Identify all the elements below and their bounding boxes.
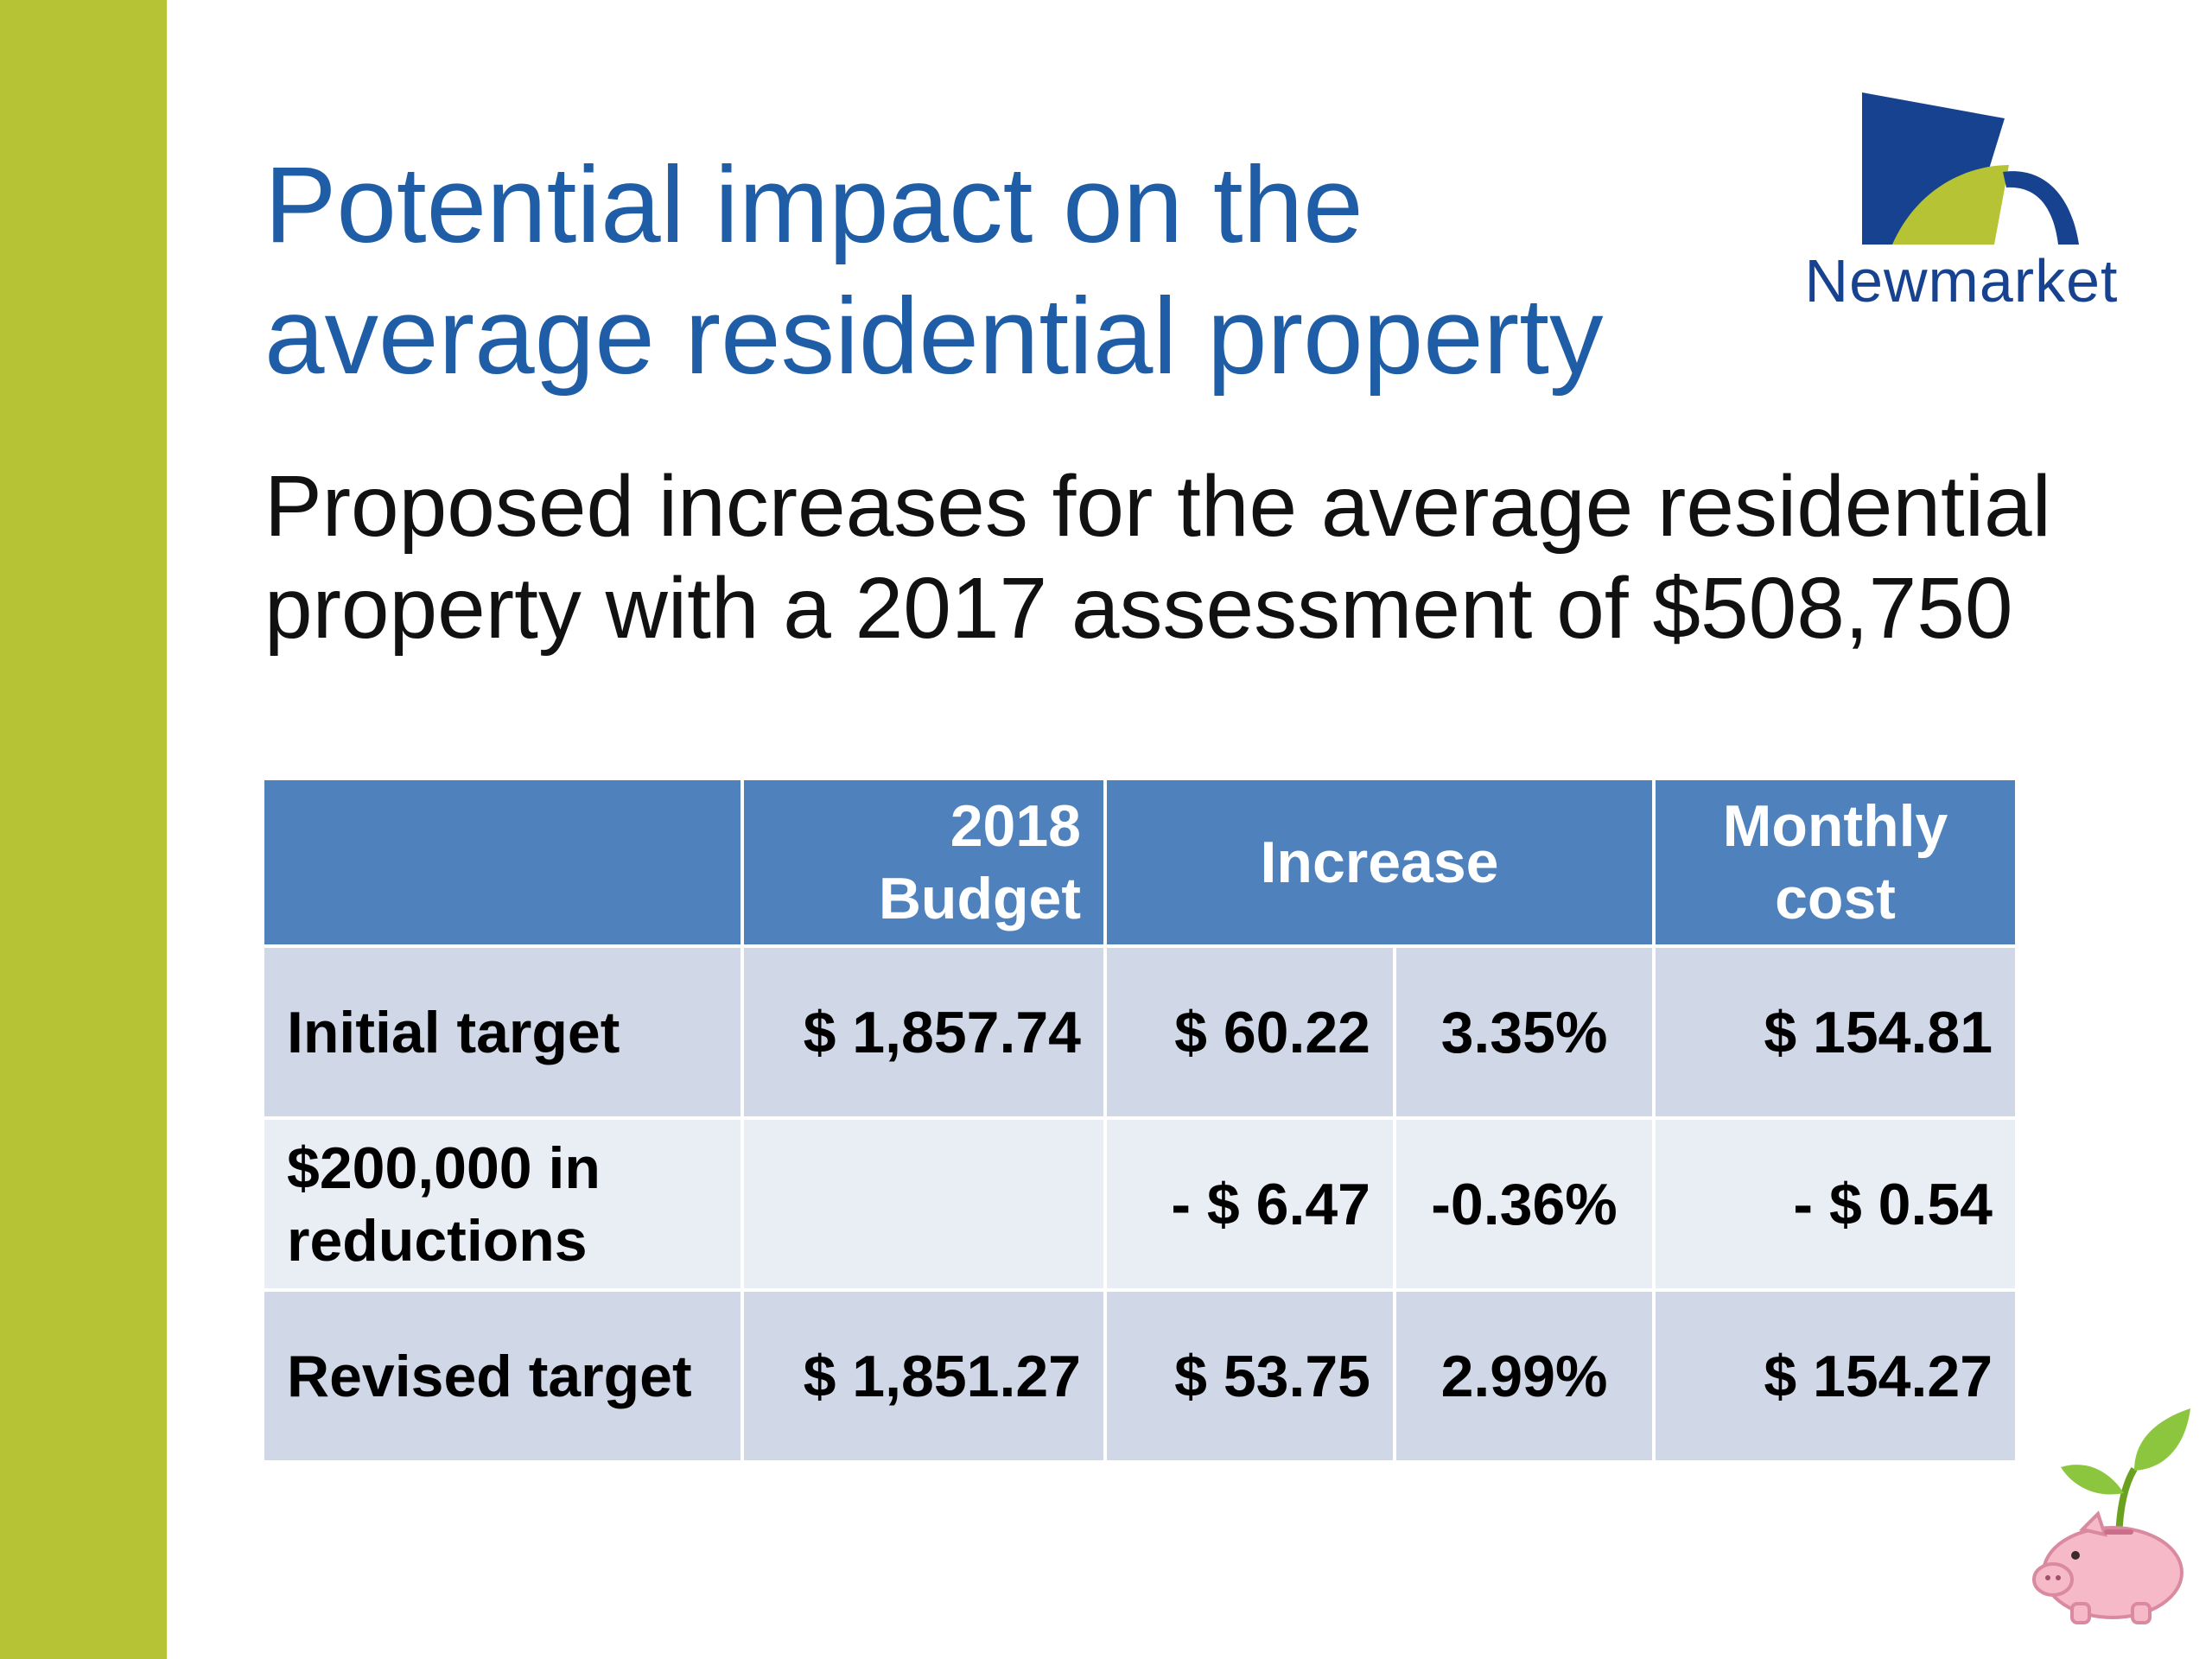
row-label: $200,000 in reductions — [261, 1116, 744, 1292]
cell-budget: $ 1,851.27 — [741, 1288, 1107, 1464]
cell-increase-percent: -0.36% — [1392, 1116, 1656, 1292]
table-row: Initial target $ 1,857.74 $ 60.22 3.35% … — [261, 944, 2019, 1120]
cell-increase-amount: $ 60.22 — [1103, 944, 1396, 1120]
row-label: Revised target — [261, 1288, 744, 1464]
table-header-row: 2018 Budget Increase Monthly cost — [261, 777, 2019, 948]
slide-title-line-2: average residential property — [264, 276, 1604, 397]
tax-impact-table: 2018 Budget Increase Monthly cost Initia… — [261, 777, 2019, 1464]
row-label: Initial target — [261, 944, 744, 1120]
cell-monthly-cost: $ 154.27 — [1652, 1288, 2019, 1464]
cell-budget — [741, 1116, 1107, 1292]
table-row: Revised target $ 1,851.27 $ 53.75 2.99% … — [261, 1288, 2019, 1464]
subtitle-line-1: Proposed increases for the average resid… — [264, 458, 2051, 555]
subtitle-line-2: property with a 2017 assessment of $508,… — [264, 560, 2013, 657]
row-label-line-2: reductions — [287, 1207, 588, 1274]
row-label-line-1: $200,000 in — [287, 1135, 601, 1201]
cell-increase-percent: 2.99% — [1392, 1288, 1656, 1464]
piggy-bank-sprout-icon — [2032, 1408, 2190, 1624]
header-monthly-line-2: cost — [1775, 866, 1896, 931]
header-2018-budget: 2018 Budget — [741, 777, 1107, 948]
cell-budget: $ 1,857.74 — [741, 944, 1107, 1120]
cell-increase-amount: $ 53.75 — [1103, 1288, 1396, 1464]
header-budget-line-1: 2018 — [950, 793, 1081, 859]
newmarket-logo-mark-icon — [1862, 92, 2079, 245]
cell-increase-amount: - $ 6.47 — [1103, 1116, 1396, 1292]
logo-wordmark: Newmarket — [1804, 247, 2119, 315]
slide-title-line-1: Potential impact on the — [264, 145, 1363, 265]
header-monthly-line-1: Monthly — [1722, 793, 1948, 859]
cell-increase-percent: 3.35% — [1392, 944, 1656, 1120]
header-increase: Increase — [1103, 777, 1656, 948]
header-monthly-cost: Monthly cost — [1652, 777, 2019, 948]
header-budget-line-2: Budget — [878, 866, 1081, 931]
table-row: $200,000 in reductions - $ 6.47 -0.36% -… — [261, 1116, 2019, 1292]
slide-subtitle: Proposed increases for the average resid… — [264, 455, 2051, 659]
slide-title: Potential impact on the average resident… — [264, 140, 1604, 403]
cell-monthly-cost: - $ 0.54 — [1652, 1116, 2019, 1292]
cell-monthly-cost: $ 154.81 — [1652, 944, 2019, 1120]
header-blank — [261, 777, 744, 948]
accent-sidebar-bar — [0, 0, 167, 1659]
newmarket-logo: Newmarket — [1780, 82, 2143, 324]
